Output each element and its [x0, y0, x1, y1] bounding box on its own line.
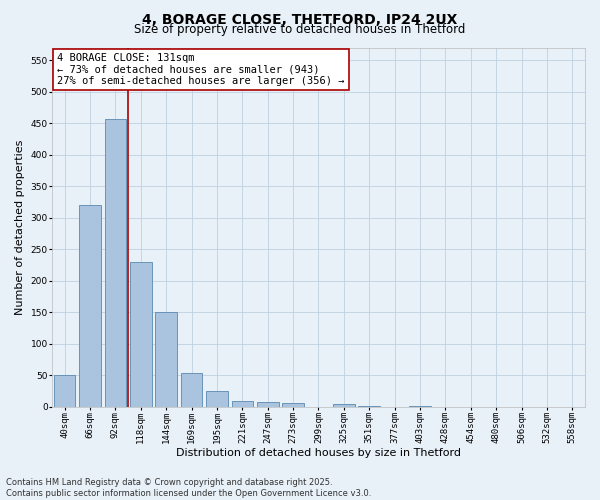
Bar	[409, 406, 431, 407]
Bar	[283, 403, 304, 407]
Bar	[206, 391, 228, 407]
Bar	[232, 401, 253, 407]
Bar	[181, 373, 202, 407]
Bar	[257, 402, 278, 407]
Bar	[155, 312, 177, 407]
Text: Contains HM Land Registry data © Crown copyright and database right 2025.
Contai: Contains HM Land Registry data © Crown c…	[6, 478, 371, 498]
Bar	[54, 376, 76, 407]
Text: 4 BORAGE CLOSE: 131sqm
← 73% of detached houses are smaller (943)
27% of semi-de: 4 BORAGE CLOSE: 131sqm ← 73% of detached…	[58, 53, 345, 86]
Y-axis label: Number of detached properties: Number of detached properties	[15, 140, 25, 315]
Text: 4, BORAGE CLOSE, THETFORD, IP24 2UX: 4, BORAGE CLOSE, THETFORD, IP24 2UX	[142, 12, 458, 26]
Bar	[358, 406, 380, 407]
X-axis label: Distribution of detached houses by size in Thetford: Distribution of detached houses by size …	[176, 448, 461, 458]
Bar	[104, 120, 126, 407]
Text: Size of property relative to detached houses in Thetford: Size of property relative to detached ho…	[134, 22, 466, 36]
Bar	[333, 404, 355, 407]
Bar	[130, 262, 152, 407]
Bar	[79, 205, 101, 407]
